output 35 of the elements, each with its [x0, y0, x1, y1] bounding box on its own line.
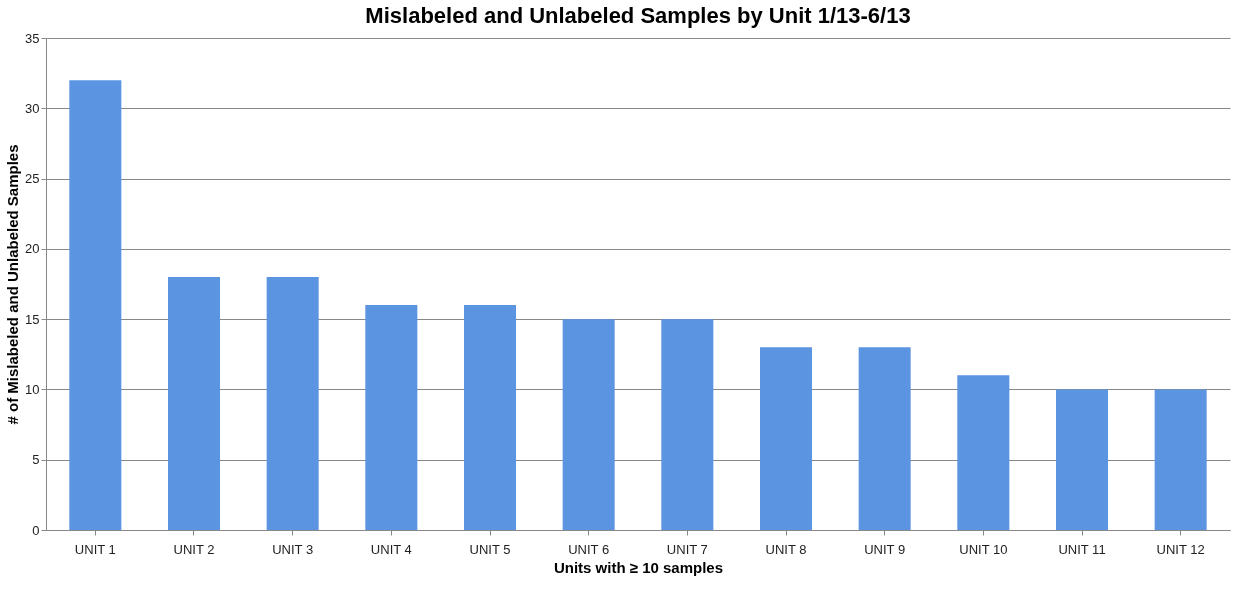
bar: [661, 319, 714, 530]
x-tick-label: UNIT 5: [469, 541, 511, 557]
x-tick-label: UNIT 2: [173, 541, 215, 557]
x-tick-label: UNIT 12: [1156, 541, 1205, 557]
x-tick-label: UNIT 3: [272, 541, 314, 557]
x-tick-label: UNIT 4: [370, 541, 412, 557]
y-tick-label: 15: [25, 311, 40, 327]
bar: [1154, 389, 1207, 530]
bar: [464, 305, 516, 530]
bar: [266, 276, 319, 530]
y-tick-label: 10: [25, 381, 40, 397]
bar: [760, 347, 812, 530]
x-tick-label: UNIT 6: [568, 541, 610, 557]
x-tick-label: UNIT 10: [959, 541, 1008, 557]
bar: [365, 305, 418, 530]
x-tick-label: UNIT 1: [74, 541, 116, 557]
bar: [69, 80, 122, 530]
y-tick-label: 25: [25, 171, 40, 187]
y-tick-label: 30: [25, 100, 40, 116]
x-tick-label: UNIT 7: [666, 541, 708, 557]
y-tick-label: 0: [32, 522, 40, 538]
x-tick-label: UNIT 9: [864, 541, 906, 557]
bar: [168, 276, 220, 530]
bar: [562, 319, 615, 530]
bar: [858, 347, 911, 530]
bar: [957, 375, 1010, 530]
y-tick-label: 35: [25, 30, 40, 46]
x-axis-title: Units with ≥ 10 samples: [553, 558, 724, 576]
y-tick-label: 20: [25, 241, 40, 257]
chart-title: Mislabeled and Unlabeled Samples by Unit 1/13-6/13: [365, 3, 911, 28]
x-tick-label: UNIT 11: [1058, 541, 1106, 557]
y-tick-label: 5: [32, 452, 40, 468]
x-tick-label: UNIT 8: [765, 541, 807, 557]
y-axis-title: # of Mislabeled and Unlabeled Samples: [4, 144, 22, 425]
bar: [1056, 389, 1108, 530]
